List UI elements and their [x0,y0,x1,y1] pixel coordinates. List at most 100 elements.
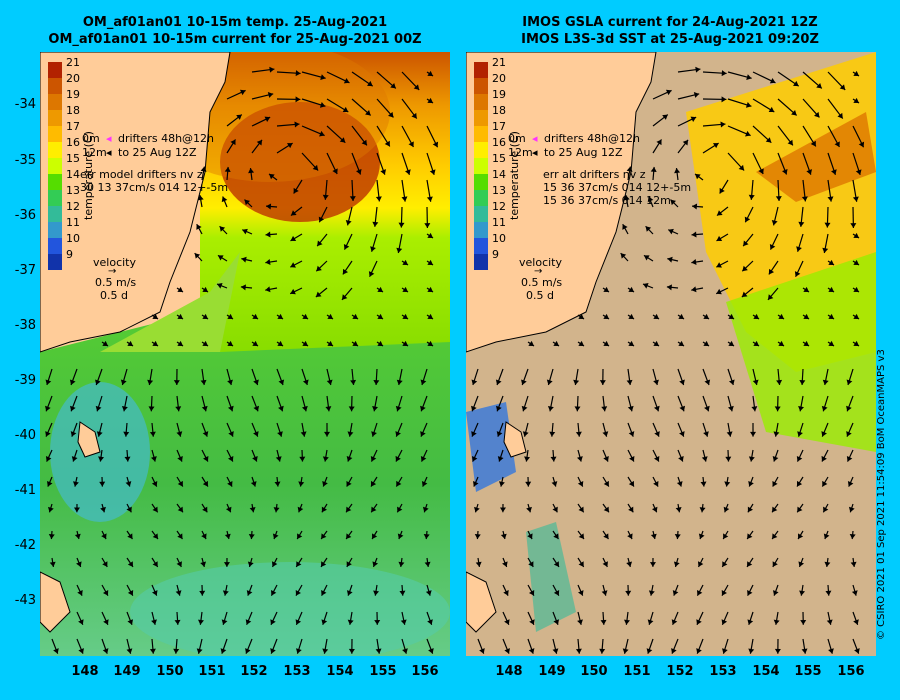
velocity-arrow-head [321,506,327,513]
velocity-arrow-head [827,196,834,202]
velocity-arrow-head [332,168,338,175]
velocity-arrow-head [625,590,632,596]
velocity-arrow-head [850,223,857,228]
velocity-arrow-head [253,431,259,437]
velocity-arrow-head [396,480,402,487]
velocity-arrow-head [643,283,649,289]
colorbar-tick-label: 16 [492,136,506,149]
colorbar-tick-label: 20 [66,72,80,85]
longitude-tick-label: 153 [709,664,737,679]
right-sst-cold [466,402,516,492]
velocity-arrow-head [427,97,433,103]
velocity-arrow-head [503,590,509,596]
velocity-arrow-head [653,340,659,346]
right-legend-err-line1: err alt drifters nv z [543,168,646,181]
longitude-tick-label: 154 [752,664,780,679]
colorbar-tick-label: 12 [492,200,506,213]
velocity-arrow-head [245,619,252,625]
velocity-arrow-head [297,506,304,513]
velocity-arrow-head [746,74,752,81]
velocity-arrow-head [319,102,326,108]
velocity-arrow-head [650,533,657,540]
velocity-arrow-head [719,187,725,194]
velocity-arrow-head [691,259,697,265]
velocity-arrow-head [349,196,356,202]
velocity-arrow-head [738,164,745,171]
velocity-arrow-head [852,196,859,202]
right-legend-velocity-speed: 0.5 m/s [521,276,563,289]
velocity-arrow-head [753,340,759,346]
colorbar-swatch [48,190,62,206]
velocity-arrow-head [798,406,804,412]
longitude-tick-label: 152 [240,664,268,679]
velocity-arrow-head [152,506,158,513]
velocity-arrow-head [649,562,656,567]
velocity-arrow-head [853,97,859,103]
velocity-arrow-head [772,590,779,596]
velocity-arrow-head [152,533,158,540]
velocity-arrow-head [578,313,584,319]
velocity-arrow-head [177,506,183,513]
velocity-arrow-head [495,379,502,385]
velocity-arrow-head [273,507,280,513]
velocity-arrow-head [798,533,804,540]
velocity-arrow-head [346,590,353,596]
velocity-arrow-head [275,456,282,462]
velocity-arrow-head [671,648,677,654]
velocity-arrow-head [227,379,233,385]
velocity-arrow-head [622,224,628,230]
velocity-arrow-head [528,340,534,346]
velocity-arrow-head [427,259,433,265]
latitude-tick-label: -42 [14,538,36,553]
velocity-arrow-head [398,222,405,228]
velocity-arrow-head [230,139,236,146]
velocity-arrow-head [405,169,411,175]
velocity-arrow-head [828,340,834,346]
velocity-arrow-head [725,456,732,462]
velocity-arrow-head [377,286,383,292]
velocity-arrow-head [401,196,408,202]
velocity-arrow-head [402,313,408,319]
velocity-arrow-head [221,619,228,625]
velocity-arrow-head [525,481,532,487]
right-sst-hot [756,112,876,202]
velocity-arrow-head [395,455,401,462]
velocity-arrow-head [177,533,183,540]
velocity-arrow-head [267,92,274,98]
velocity-arrow-head [194,253,201,259]
velocity-arrow-head [127,590,134,596]
velocity-arrow-head [599,648,606,654]
velocity-arrow-head [375,196,382,202]
velocity-arrow-head [373,380,380,385]
velocity-arrow-head [420,455,427,462]
velocity-arrow-head [774,406,781,412]
velocity-arrow-head [176,431,183,437]
velocity-arrow-head [828,313,834,319]
velocity-arrow-head [574,406,581,412]
velocity-arrow-head [372,561,379,567]
velocity-arrow-head [302,379,309,385]
velocity-arrow-head [202,313,208,319]
velocity-arrow-head [372,221,379,227]
velocity-arrow-head [858,141,865,148]
velocity-arrow-head [219,226,226,232]
left-legend-velocity-arrow: → [108,266,117,277]
velocity-arrow-head [723,506,730,513]
left-title-line2: OM_af01an01 10-15m current for 25-Aug-20… [48,32,422,47]
velocity-arrow-head [727,405,734,412]
velocity-arrow-head [553,590,560,596]
velocity-arrow-head [424,223,431,228]
velocity-arrow-head [343,243,350,250]
velocity-arrow-head [748,194,755,200]
velocity-arrow-head [577,619,583,625]
colorbar-swatch [474,222,488,238]
velocity-arrow-head [100,506,106,513]
velocity-arrow-head [528,561,534,567]
colorbar-tick-label: 14 [66,168,80,181]
velocity-arrow-head [726,431,733,437]
velocity-arrow-head [602,561,608,567]
velocity-arrow-head [290,262,296,268]
velocity-arrow-head [103,619,109,625]
velocity-arrow-head [173,380,180,385]
velocity-arrow-head [126,506,132,513]
